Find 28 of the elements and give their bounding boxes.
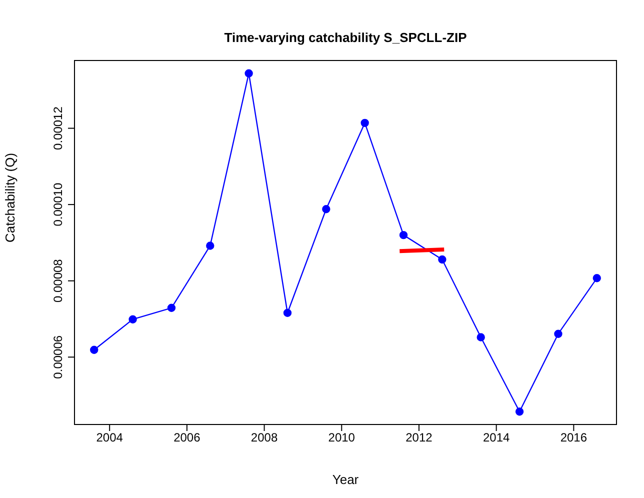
point xyxy=(476,333,485,342)
point xyxy=(244,69,253,78)
x-tick-label: 2006 xyxy=(174,430,201,445)
y-axis-title: Catchability (Q) xyxy=(2,152,18,242)
point xyxy=(360,118,369,128)
point xyxy=(515,408,524,416)
y-tick-label: 0.00006 xyxy=(51,335,65,379)
x-tick-label: 2012 xyxy=(406,430,433,445)
point xyxy=(283,308,292,317)
point xyxy=(554,330,562,338)
x-tick-label: 2008 xyxy=(250,430,278,445)
x-tick-label: 2016 xyxy=(560,430,588,445)
point xyxy=(128,315,137,324)
x-axis-title: Year xyxy=(332,472,360,487)
x-tick-label: 2004 xyxy=(96,430,124,445)
chart-title: Time-varying catchability S_SPCLL-ZIP xyxy=(223,30,468,45)
point xyxy=(399,230,408,240)
x-tick-label: 2010 xyxy=(328,430,356,445)
y-tick-label: 0.00012 xyxy=(51,106,65,150)
y-tick-label: 0.00008 xyxy=(51,258,65,303)
point xyxy=(322,205,330,214)
point xyxy=(167,304,176,312)
point xyxy=(90,346,98,354)
point xyxy=(206,242,214,250)
x-tick-label: 2014 xyxy=(482,430,510,445)
y-tick-label: 0.00010 xyxy=(51,182,65,226)
point xyxy=(438,255,446,264)
point xyxy=(592,274,601,282)
